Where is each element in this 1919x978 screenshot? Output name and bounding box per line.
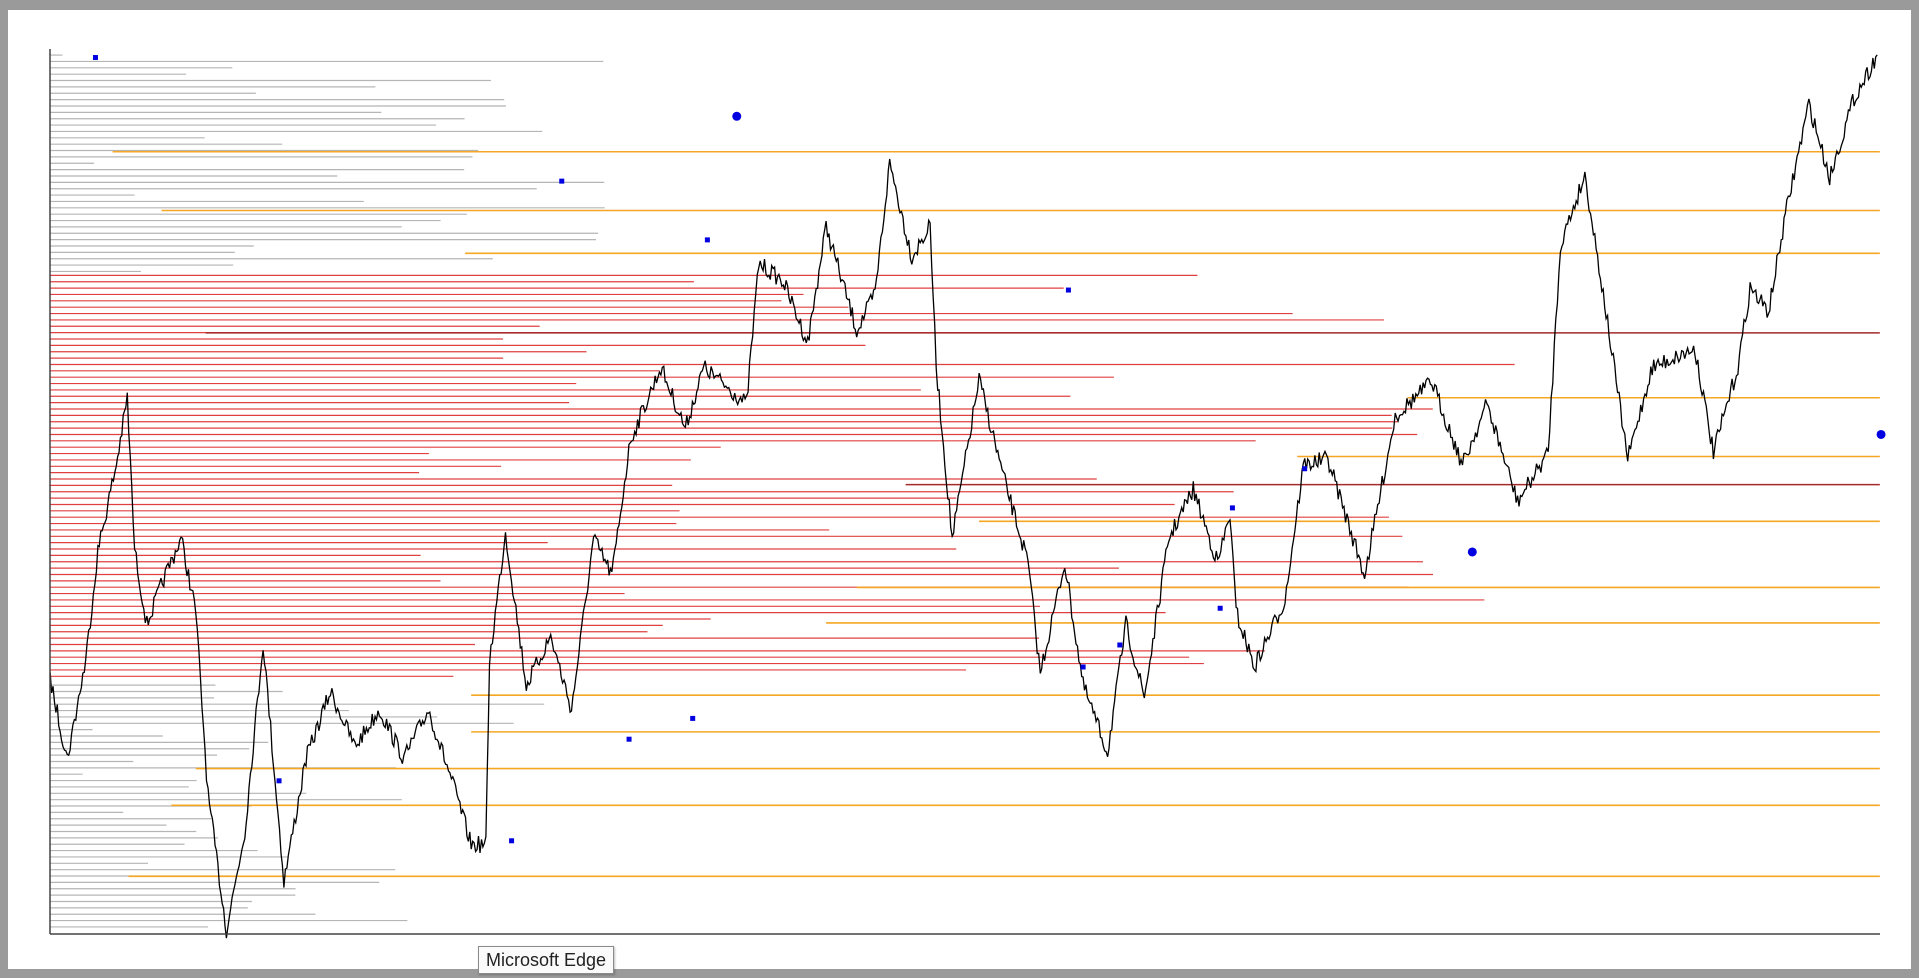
marker bbox=[1302, 466, 1308, 472]
marker bbox=[1217, 605, 1223, 611]
marker bbox=[559, 178, 565, 184]
marker-dot bbox=[1876, 429, 1886, 439]
marker-dot bbox=[732, 111, 742, 121]
marker bbox=[1117, 642, 1123, 648]
marker bbox=[1080, 664, 1086, 670]
marker bbox=[1065, 287, 1071, 293]
marker bbox=[626, 736, 632, 742]
marker bbox=[690, 715, 696, 721]
marker bbox=[92, 55, 98, 61]
marker bbox=[509, 838, 515, 844]
marker bbox=[1229, 505, 1235, 511]
price-line bbox=[49, 54, 1878, 939]
marker bbox=[276, 778, 282, 784]
chart-layers bbox=[49, 54, 1886, 939]
marker bbox=[704, 237, 710, 243]
tooltip: Microsoft Edge bbox=[478, 946, 615, 974]
marker-dot bbox=[1467, 547, 1477, 557]
